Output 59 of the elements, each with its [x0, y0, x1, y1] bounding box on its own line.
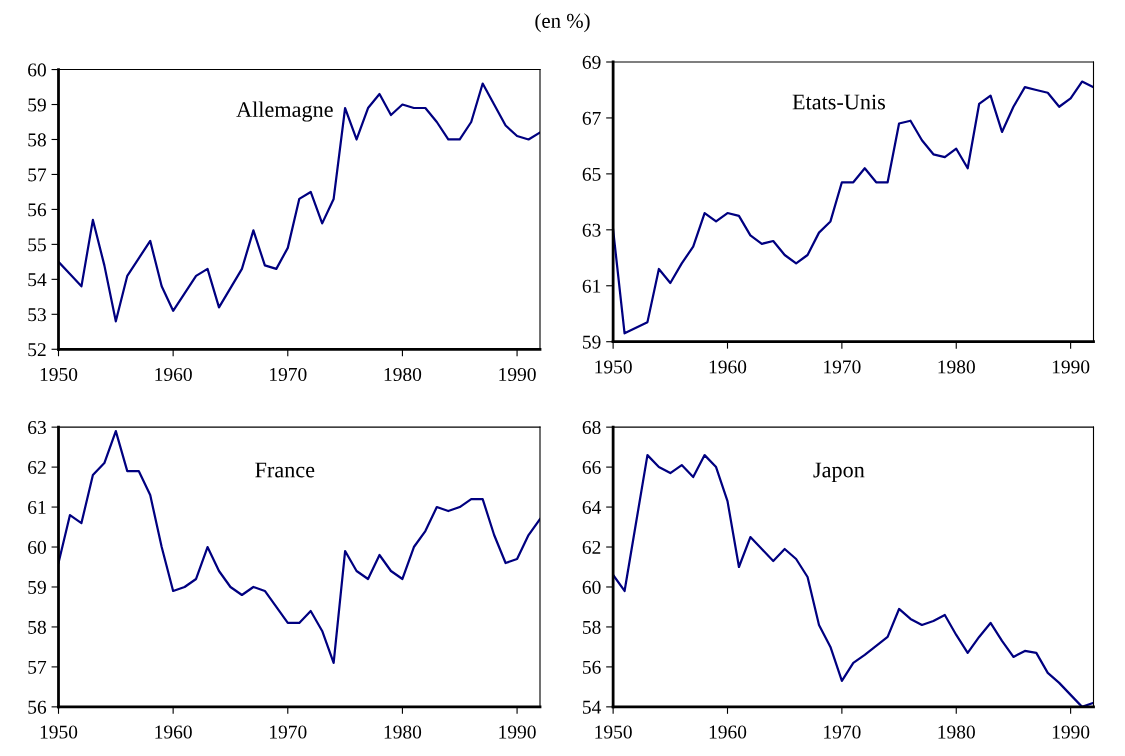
- x-tick-label: 1980: [384, 725, 422, 739]
- y-tick-label: 54: [583, 700, 602, 714]
- y-tick-label: 58: [583, 620, 601, 634]
- y-tick-label: 53: [28, 308, 46, 322]
- y-tick-label: 69: [582, 55, 601, 69]
- y-tick-label: 56: [28, 700, 47, 714]
- text: Japon: [813, 462, 865, 482]
- x-tick-label: 1960: [155, 725, 192, 739]
- y-tick-label: 58: [28, 133, 46, 147]
- x-tick-label: 1990: [499, 725, 536, 739]
- x-tick-label: 1960: [155, 367, 192, 382]
- line-series: [58, 430, 540, 665]
- text: (en %): [535, 13, 590, 33]
- y-tick-label: 57: [28, 660, 47, 674]
- x-tick-label: 1950: [40, 725, 78, 739]
- x-tick-label: 1950: [595, 725, 632, 739]
- series-label: Etats-Unis: [792, 94, 885, 110]
- x-tick-label: 1950: [40, 367, 78, 382]
- y-tick-label: 59: [28, 580, 46, 594]
- y-tick-label: 62: [28, 460, 46, 475]
- y-tick-label: 59: [28, 98, 46, 112]
- y-tick-label: 63: [582, 223, 601, 237]
- y-tick-label: 63: [28, 421, 46, 435]
- x-tick-label: 1990: [1052, 360, 1090, 374]
- x-tick-label: 1980: [938, 360, 975, 374]
- line-series: [613, 80, 1094, 335]
- y-tick-label: 60: [28, 540, 46, 554]
- y-tick-label: 61: [582, 279, 601, 293]
- y-tick-label: 57: [28, 168, 47, 182]
- x-tick-label: 1970: [270, 725, 307, 739]
- y-tick-label: 52: [28, 343, 46, 357]
- x-tick-label: 1970: [824, 360, 861, 374]
- x-tick-label: 1950: [595, 360, 632, 374]
- y-tick-label: 56: [583, 660, 601, 674]
- y-tick-label: 68: [582, 420, 601, 435]
- y-tick-label: 60: [582, 580, 601, 594]
- y-tick-label: 61: [28, 500, 46, 514]
- x-tick-label: 1990: [499, 367, 536, 382]
- x-tick-label: 1960: [709, 725, 747, 739]
- y-tick-label: 56: [28, 203, 47, 217]
- y-tick-label: 59: [583, 335, 601, 349]
- x-tick-label: 1970: [270, 367, 307, 382]
- y-tick-label: 55: [28, 238, 46, 252]
- text: France: [255, 462, 315, 478]
- series-label: Allemagne: [236, 101, 333, 122]
- x-tick-label: 1970: [824, 725, 861, 739]
- y-tick-label: 65: [582, 167, 601, 181]
- y-tick-label: 54: [28, 273, 47, 287]
- y-tick-label: 58: [28, 620, 46, 634]
- y-tick-label: 60: [28, 63, 46, 77]
- y-tick-label: 64: [582, 500, 602, 514]
- x-tick-label: 1960: [709, 360, 747, 374]
- x-tick-label: 1980: [938, 725, 975, 739]
- line-series: [58, 82, 540, 323]
- y-tick-label: 67: [582, 111, 601, 125]
- y-tick-label: 66: [582, 460, 601, 475]
- x-tick-label: 1990: [1052, 725, 1090, 739]
- y-tick-label: 62: [582, 540, 601, 554]
- x-tick-label: 1980: [384, 367, 422, 382]
